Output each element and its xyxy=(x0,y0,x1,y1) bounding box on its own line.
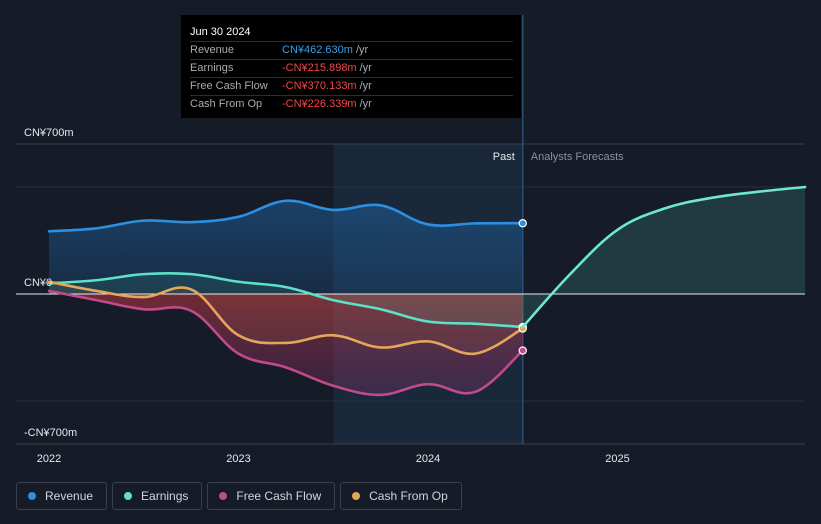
series-line-cash-from-op xyxy=(47,280,525,356)
series-endpoint-free-cash-flow xyxy=(518,346,527,355)
tooltip-unit: /yr xyxy=(359,62,372,74)
series-line-earnings xyxy=(47,271,525,329)
legend-dot-icon xyxy=(219,492,228,500)
legend-item-free-cash-flow[interactable]: Free Cash Flow xyxy=(207,482,336,510)
data-tooltip: Jun 30 2024 Revenue CN¥462.630m /yr Earn… xyxy=(181,15,521,118)
y-tick-label: CN¥0 xyxy=(24,277,52,289)
area-earnings xyxy=(49,273,523,328)
area-cash-from-op xyxy=(49,281,523,354)
tooltip-value: CN¥462.630m xyxy=(282,44,353,56)
legend-dot-icon xyxy=(352,492,361,500)
legend-item-earnings[interactable]: Earnings xyxy=(112,482,203,510)
area-revenue xyxy=(49,200,523,294)
legend-label: Free Cash Flow xyxy=(236,489,322,503)
forecast-label: Analysts Forecasts xyxy=(531,151,624,163)
past-label: Past xyxy=(493,151,515,163)
tooltip-date: Jun 30 2024 xyxy=(190,26,251,38)
tooltip-unit: /yr xyxy=(359,80,372,92)
legend-label: Revenue xyxy=(45,489,94,503)
area-earnings-forecast xyxy=(522,187,806,328)
tooltip-label: Cash From Op xyxy=(190,98,263,110)
tooltip-label: Free Cash Flow xyxy=(190,80,268,92)
tooltip-value: -CN¥226.339m xyxy=(282,98,357,110)
x-tick-label: 2024 xyxy=(416,453,440,465)
legend-item-cash-from-op[interactable]: Cash From Op xyxy=(340,482,462,510)
series-line-free-cash-flow xyxy=(47,289,525,397)
tooltip-row-cash-from-op: Cash From Op -CN¥226.339m /yr xyxy=(190,95,513,113)
tooltip-label: Revenue xyxy=(190,44,235,56)
tooltip-value: -CN¥370.133m xyxy=(282,80,357,92)
legend-item-revenue[interactable]: Revenue xyxy=(16,482,108,510)
chart-legend: Revenue Earnings Free Cash Flow Cash Fro… xyxy=(16,482,462,510)
tooltip-label: Earnings xyxy=(190,62,234,74)
y-tick-label: CN¥700m xyxy=(24,127,74,139)
legend-dot-icon xyxy=(28,492,36,500)
tooltip-row-free-cash-flow: Free Cash Flow -CN¥370.133m /yr xyxy=(190,77,513,95)
tooltip-row-earnings: Earnings -CN¥215.898m /yr xyxy=(190,59,513,77)
series-line-earnings-forecast xyxy=(521,185,807,329)
x-tick-label: 2025 xyxy=(605,453,629,465)
legend-label: Cash From Op xyxy=(369,489,448,503)
tooltip-unit: /yr xyxy=(355,44,369,56)
y-tick-label: -CN¥700m xyxy=(24,427,77,439)
x-tick-label: 2022 xyxy=(37,453,61,465)
legend-dot-icon xyxy=(124,492,133,500)
legend-label: Earnings xyxy=(141,489,189,503)
series-line-revenue xyxy=(47,199,525,233)
series-endpoint-revenue xyxy=(518,219,527,228)
tooltip-value: -CN¥215.898m xyxy=(282,62,357,74)
x-tick-label: 2023 xyxy=(226,453,250,465)
tooltip-row-revenue: Revenue CN¥462.630m /yr xyxy=(190,41,513,59)
tooltip-unit: /yr xyxy=(359,98,372,110)
